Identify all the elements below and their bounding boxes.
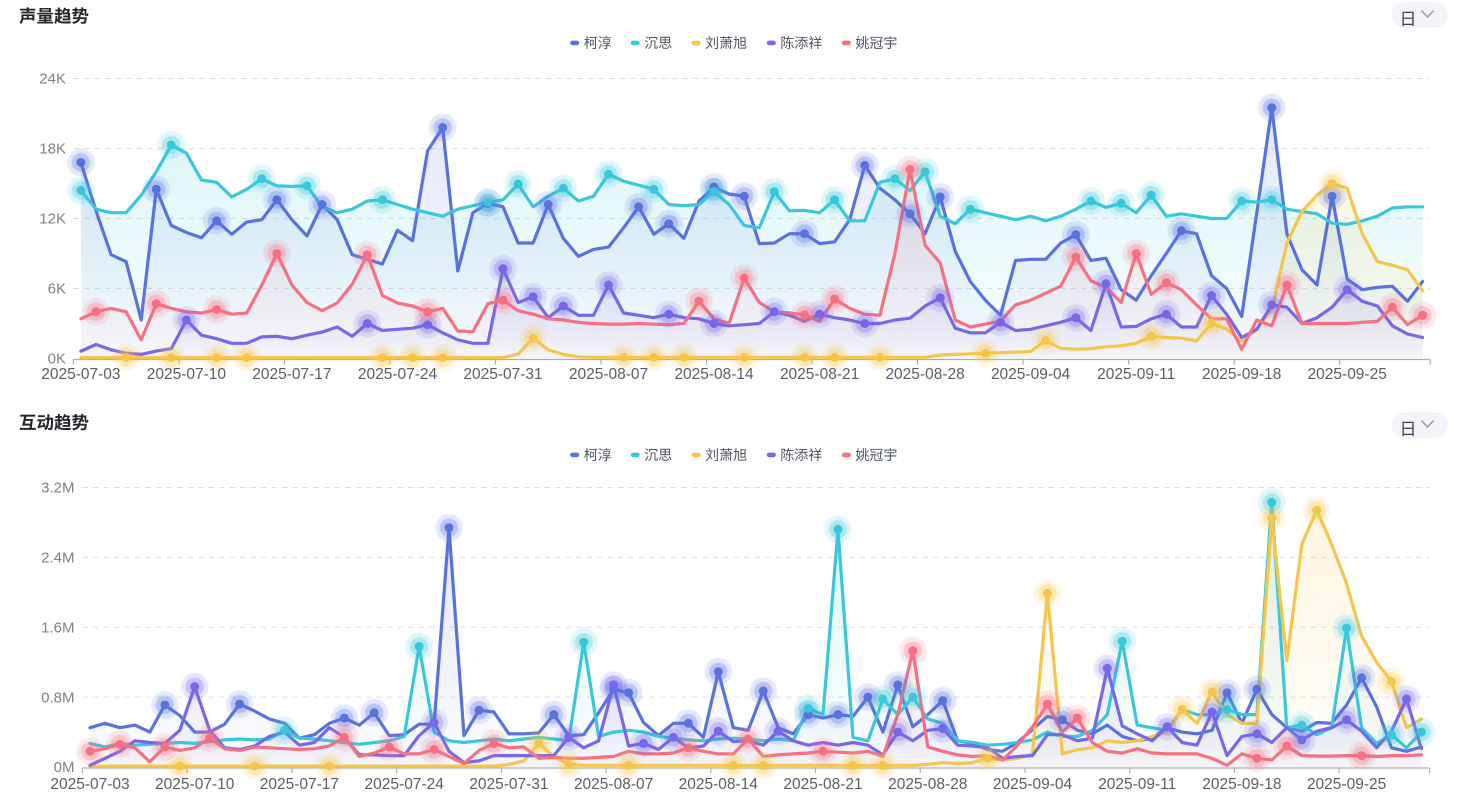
svg-text:2025-09-25: 2025-09-25 (1307, 776, 1386, 793)
svg-text:2025-09-18: 2025-09-18 (1202, 776, 1281, 793)
svg-text:2025-08-21: 2025-08-21 (783, 776, 862, 793)
svg-text:2025-08-14: 2025-08-14 (674, 366, 754, 383)
svg-text:2025-08-07: 2025-08-07 (569, 366, 648, 383)
svg-text:12K: 12K (39, 211, 66, 228)
svg-text:2025-07-03: 2025-07-03 (41, 366, 120, 383)
svg-text:2025-07-03: 2025-07-03 (50, 776, 129, 793)
svg-text:24K: 24K (39, 71, 66, 88)
svg-text:2025-09-11: 2025-09-11 (1098, 776, 1176, 793)
svg-text:6K: 6K (48, 281, 66, 298)
svg-text:2025-07-10: 2025-07-10 (147, 366, 227, 383)
svg-text:2025-08-14: 2025-08-14 (679, 776, 759, 793)
svg-text:2025-08-07: 2025-08-07 (574, 776, 653, 793)
svg-text:2025-08-28: 2025-08-28 (885, 366, 964, 383)
svg-text:2025-07-17: 2025-07-17 (260, 776, 339, 793)
svg-text:2025-07-31: 2025-07-31 (469, 776, 548, 793)
svg-text:2025-07-10: 2025-07-10 (155, 776, 235, 793)
svg-text:2025-07-31: 2025-07-31 (463, 366, 542, 383)
svg-text:2025-07-24: 2025-07-24 (365, 776, 445, 793)
svg-text:2025-09-11: 2025-09-11 (1097, 366, 1175, 383)
svg-text:2025-08-21: 2025-08-21 (780, 366, 859, 383)
svg-text:0M: 0M (54, 759, 75, 776)
svg-text:3.2M: 3.2M (41, 480, 74, 497)
svg-text:1.6M: 1.6M (41, 619, 74, 636)
svg-text:18K: 18K (39, 141, 66, 158)
svg-text:2025-09-25: 2025-09-25 (1308, 366, 1387, 383)
svg-text:0K: 0K (48, 351, 66, 368)
svg-text:0.8M: 0.8M (41, 689, 74, 706)
svg-text:2.4M: 2.4M (41, 550, 74, 567)
svg-text:2025-07-24: 2025-07-24 (358, 366, 438, 383)
svg-text:2025-07-17: 2025-07-17 (252, 366, 331, 383)
svg-text:2025-09-18: 2025-09-18 (1202, 366, 1281, 383)
svg-text:2025-08-28: 2025-08-28 (888, 776, 967, 793)
svg-text:2025-09-04: 2025-09-04 (993, 776, 1073, 793)
svg-text:2025-09-04: 2025-09-04 (991, 366, 1071, 383)
